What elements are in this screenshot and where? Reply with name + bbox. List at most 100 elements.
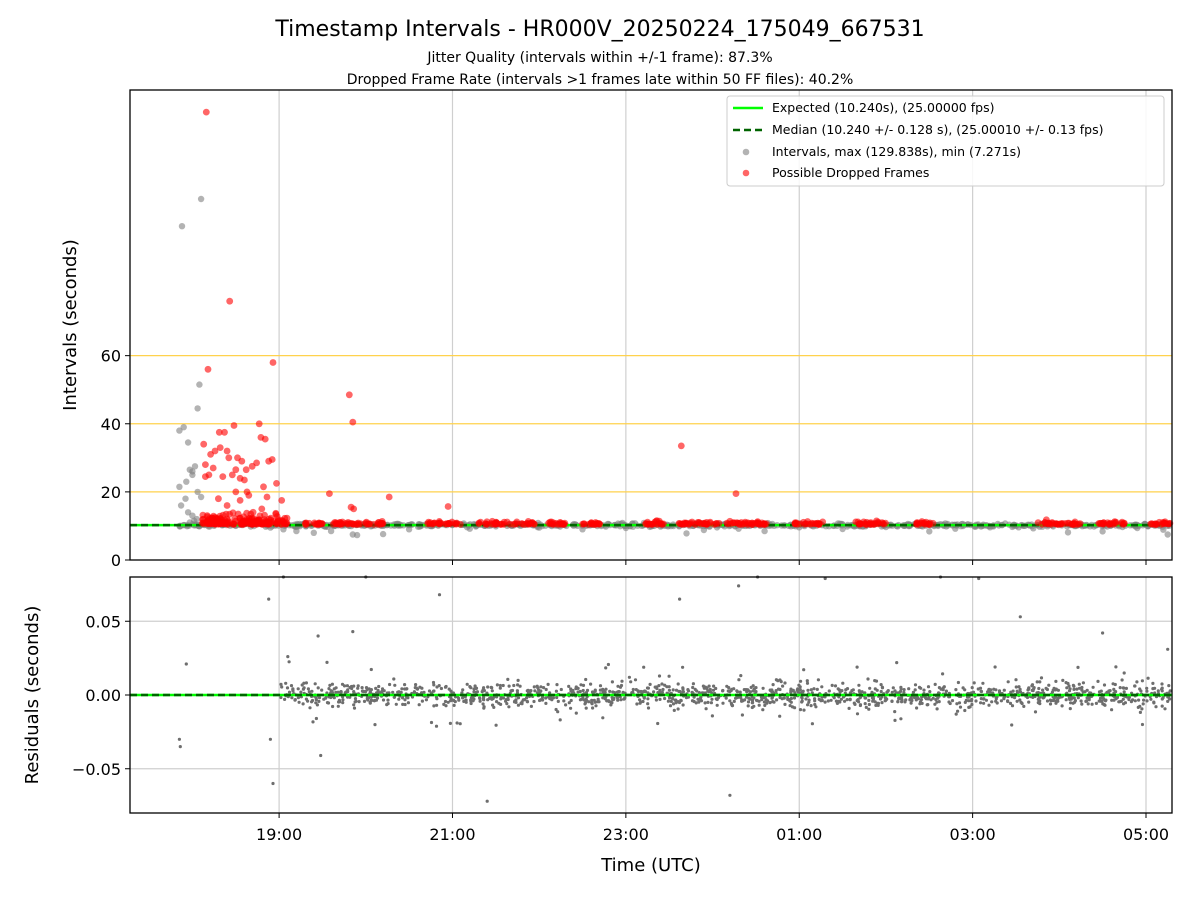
residual-point [778,687,782,692]
residual-point [420,691,424,695]
residual-point [1006,699,1010,703]
residual-point [779,680,783,684]
dropped-frame-point [268,519,275,526]
residual-point [852,701,856,705]
dropped-frame-point [660,520,667,528]
residual-point [712,684,716,688]
residual-point [772,700,776,704]
x-tick-label: 01:00 [776,825,822,844]
residual-point [369,667,373,672]
residual-point [805,681,810,685]
residual-point [657,674,662,678]
residual-point [1096,679,1100,684]
residual-point [1103,699,1108,703]
dropped-frame-point [431,519,438,527]
residual-point [691,682,696,686]
residual-point [540,695,545,699]
residual-point [1090,702,1094,706]
dropped-frame-point [587,519,595,527]
residual-point [678,690,682,694]
residual-point [919,686,923,690]
residual-point [1140,679,1144,683]
residual-point [314,716,318,721]
residual-point [334,690,338,695]
dropped-frame-point [362,519,370,527]
interval-point [353,531,361,539]
residual-point [562,699,566,703]
residual-point [316,634,320,638]
dropped-frame-point [488,517,496,525]
residual-point [177,737,181,741]
residual-point [538,690,542,695]
residual-point [519,701,523,706]
residual-point [736,695,740,699]
dropped-frame-point [211,447,219,455]
dropped-frame-point [245,491,253,499]
residual-point [550,698,554,702]
residual-point [778,695,782,700]
residual-point [574,711,578,715]
residual-point [535,684,539,688]
residual-point [601,716,605,720]
interval-point [761,527,768,535]
residual-point [734,696,738,700]
dropped-frame-point [374,520,382,528]
residual-point [913,683,918,687]
dropped-frame-point [238,457,246,465]
interval-point [1134,524,1141,532]
residual-point [673,698,677,702]
residual-point [1098,696,1103,701]
residual-point [1154,705,1158,709]
residual-point [287,660,291,664]
dropped-frame-point [653,517,661,524]
x-tick-label: 05:00 [1123,825,1169,844]
residual-point [1030,683,1035,687]
residual-point [414,683,418,687]
interval-point [184,439,192,446]
residual-point [667,688,672,692]
residual-point [820,685,824,689]
residual-point [781,684,785,688]
residual-point [902,688,906,692]
dropped-frame-point [210,517,218,524]
residual-point [1146,676,1150,680]
residual-point [993,665,997,669]
residual-point [397,690,401,694]
residual-point [646,691,650,695]
residual-point [667,674,671,678]
legend: Expected (10.240s), (25.00000 fps) Media… [726,95,1165,187]
dropped-frame-point [253,459,260,467]
residual-point [768,701,772,705]
residual-point [761,708,765,712]
dropped-frame-point [345,391,353,399]
dropped-frame-point [444,503,452,510]
dropped-frame-point [258,505,266,513]
residual-point [915,695,920,700]
residual-point [307,690,311,694]
residual-point [279,682,283,687]
residual-point [783,681,787,685]
residual-point [332,687,336,691]
residual-point [1145,686,1149,690]
residual-point [597,700,601,704]
residual-point [351,630,355,634]
residual-point [1140,707,1144,711]
dropped-frame-point [268,456,276,463]
residual-point [879,683,883,687]
residual-point [397,697,401,701]
residual-point [886,689,890,694]
residual-point [460,691,464,695]
dropped-frame-point [1095,520,1103,527]
residual-point [532,685,536,689]
residual-point [507,684,511,688]
residual-point [542,686,546,690]
residual-point [1102,683,1107,687]
dropped-frame-point [754,520,761,527]
residual-point [732,687,736,691]
residual-point [709,701,714,705]
residual-point [745,690,749,694]
residual-point [1041,696,1045,700]
residual-point [641,690,645,694]
dropped-frame-point [742,520,749,527]
